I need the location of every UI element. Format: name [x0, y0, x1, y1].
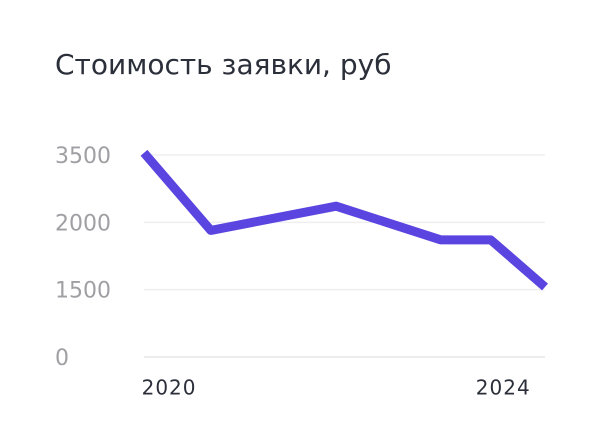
x-tick-label: 2024	[476, 376, 531, 400]
x-tick-label: 2020	[142, 376, 197, 400]
chart-title: Стоимость заявки, руб	[55, 48, 391, 81]
y-tick-label: 1500	[55, 279, 111, 304]
y-tick-label: 3500	[55, 144, 111, 169]
data-line	[140, 149, 548, 291]
y-tick-label: 0	[55, 346, 69, 371]
y-tick-label: 2000	[55, 211, 111, 236]
